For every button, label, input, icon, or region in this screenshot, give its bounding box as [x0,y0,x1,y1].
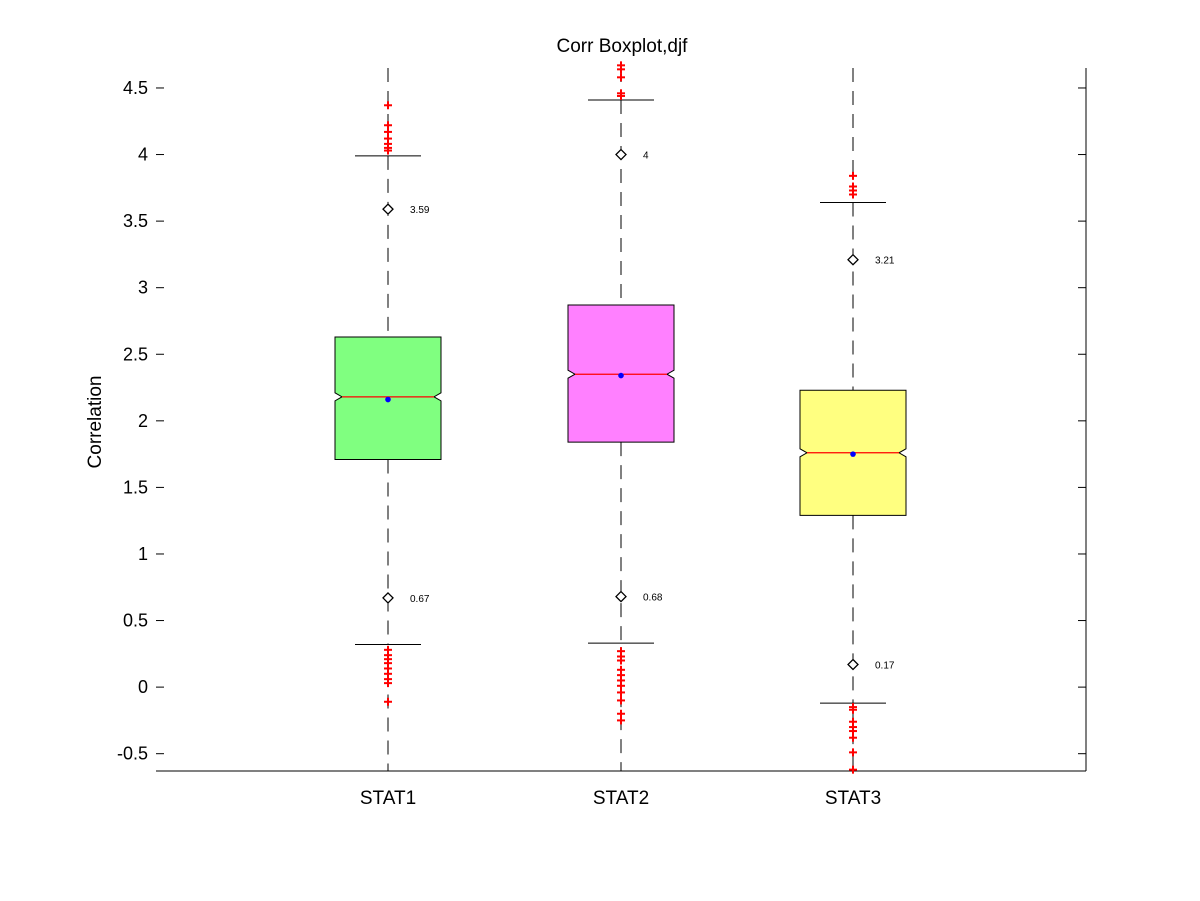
percentile-marker [847,658,859,671]
percentile-marker [615,148,627,161]
outlier-marker [849,171,857,180]
outlier-marker [617,665,625,674]
box-group-stat2: 40.68 [567,61,675,771]
outlier-marker [849,717,857,726]
outlier-marker [384,121,392,130]
percentile-marker [382,203,394,216]
y-tick-label: 0.5 [123,611,148,631]
marker-low-label: 0.67 [410,594,430,605]
box-group-stat3: 3.21 0.17 [799,68,907,774]
outlier-marker [617,709,625,718]
outlier-marker [849,748,857,757]
category-label-stat2: STAT2 [593,788,649,809]
y-axis-label: Correlation [85,376,106,469]
outlier-marker [617,89,625,98]
mean-marker [385,396,391,403]
marker-low-label: 0.17 [875,660,895,671]
y-tick-label: 1.5 [123,477,148,497]
marker-high-label: 3.59 [410,205,430,216]
y-tick-label: 3 [138,278,148,298]
category-label-stat1: STAT1 [360,788,416,809]
outlier-marker [617,73,625,82]
y-tick-label: 0 [138,677,148,697]
box-group-stat1: 3.59 0.67 [334,68,442,771]
y-tick-label: 2 [138,411,148,431]
y-axis-ticks: -0.5 0 0.5 1 1.5 2 2.5 3 3.5 4 4.5 [117,78,1086,764]
outlier-marker [617,696,625,705]
chart-title: Corr Boxplot,djf [557,36,689,57]
outlier-marker [617,647,625,656]
percentile-marker [615,590,627,603]
y-tick-label: 4.5 [123,78,148,98]
category-label-stat3: STAT3 [825,788,881,809]
y-tick-label: 1 [138,544,148,564]
marker-low-label: 0.68 [643,593,663,604]
outlier-marker [384,645,392,654]
outlier-marker [384,697,392,706]
y-tick-label: 4 [138,145,148,165]
y-tick-label: -0.5 [117,744,148,764]
outlier-marker [849,765,857,774]
outlier-marker [617,61,625,70]
percentile-marker [847,253,859,266]
percentile-marker [382,591,394,604]
marker-high-label: 3.21 [875,256,895,267]
marker-high-label: 4 [643,151,649,162]
y-tick-label: 2.5 [123,344,148,364]
mean-marker [618,372,624,379]
mean-marker [850,451,856,457]
outlier-marker [384,101,392,110]
y-tick-label: 3.5 [123,211,148,231]
outlier-marker [849,182,857,191]
outlier-marker [849,703,857,712]
x-axis-categories: STAT1 STAT2 STAT3 [360,788,881,809]
